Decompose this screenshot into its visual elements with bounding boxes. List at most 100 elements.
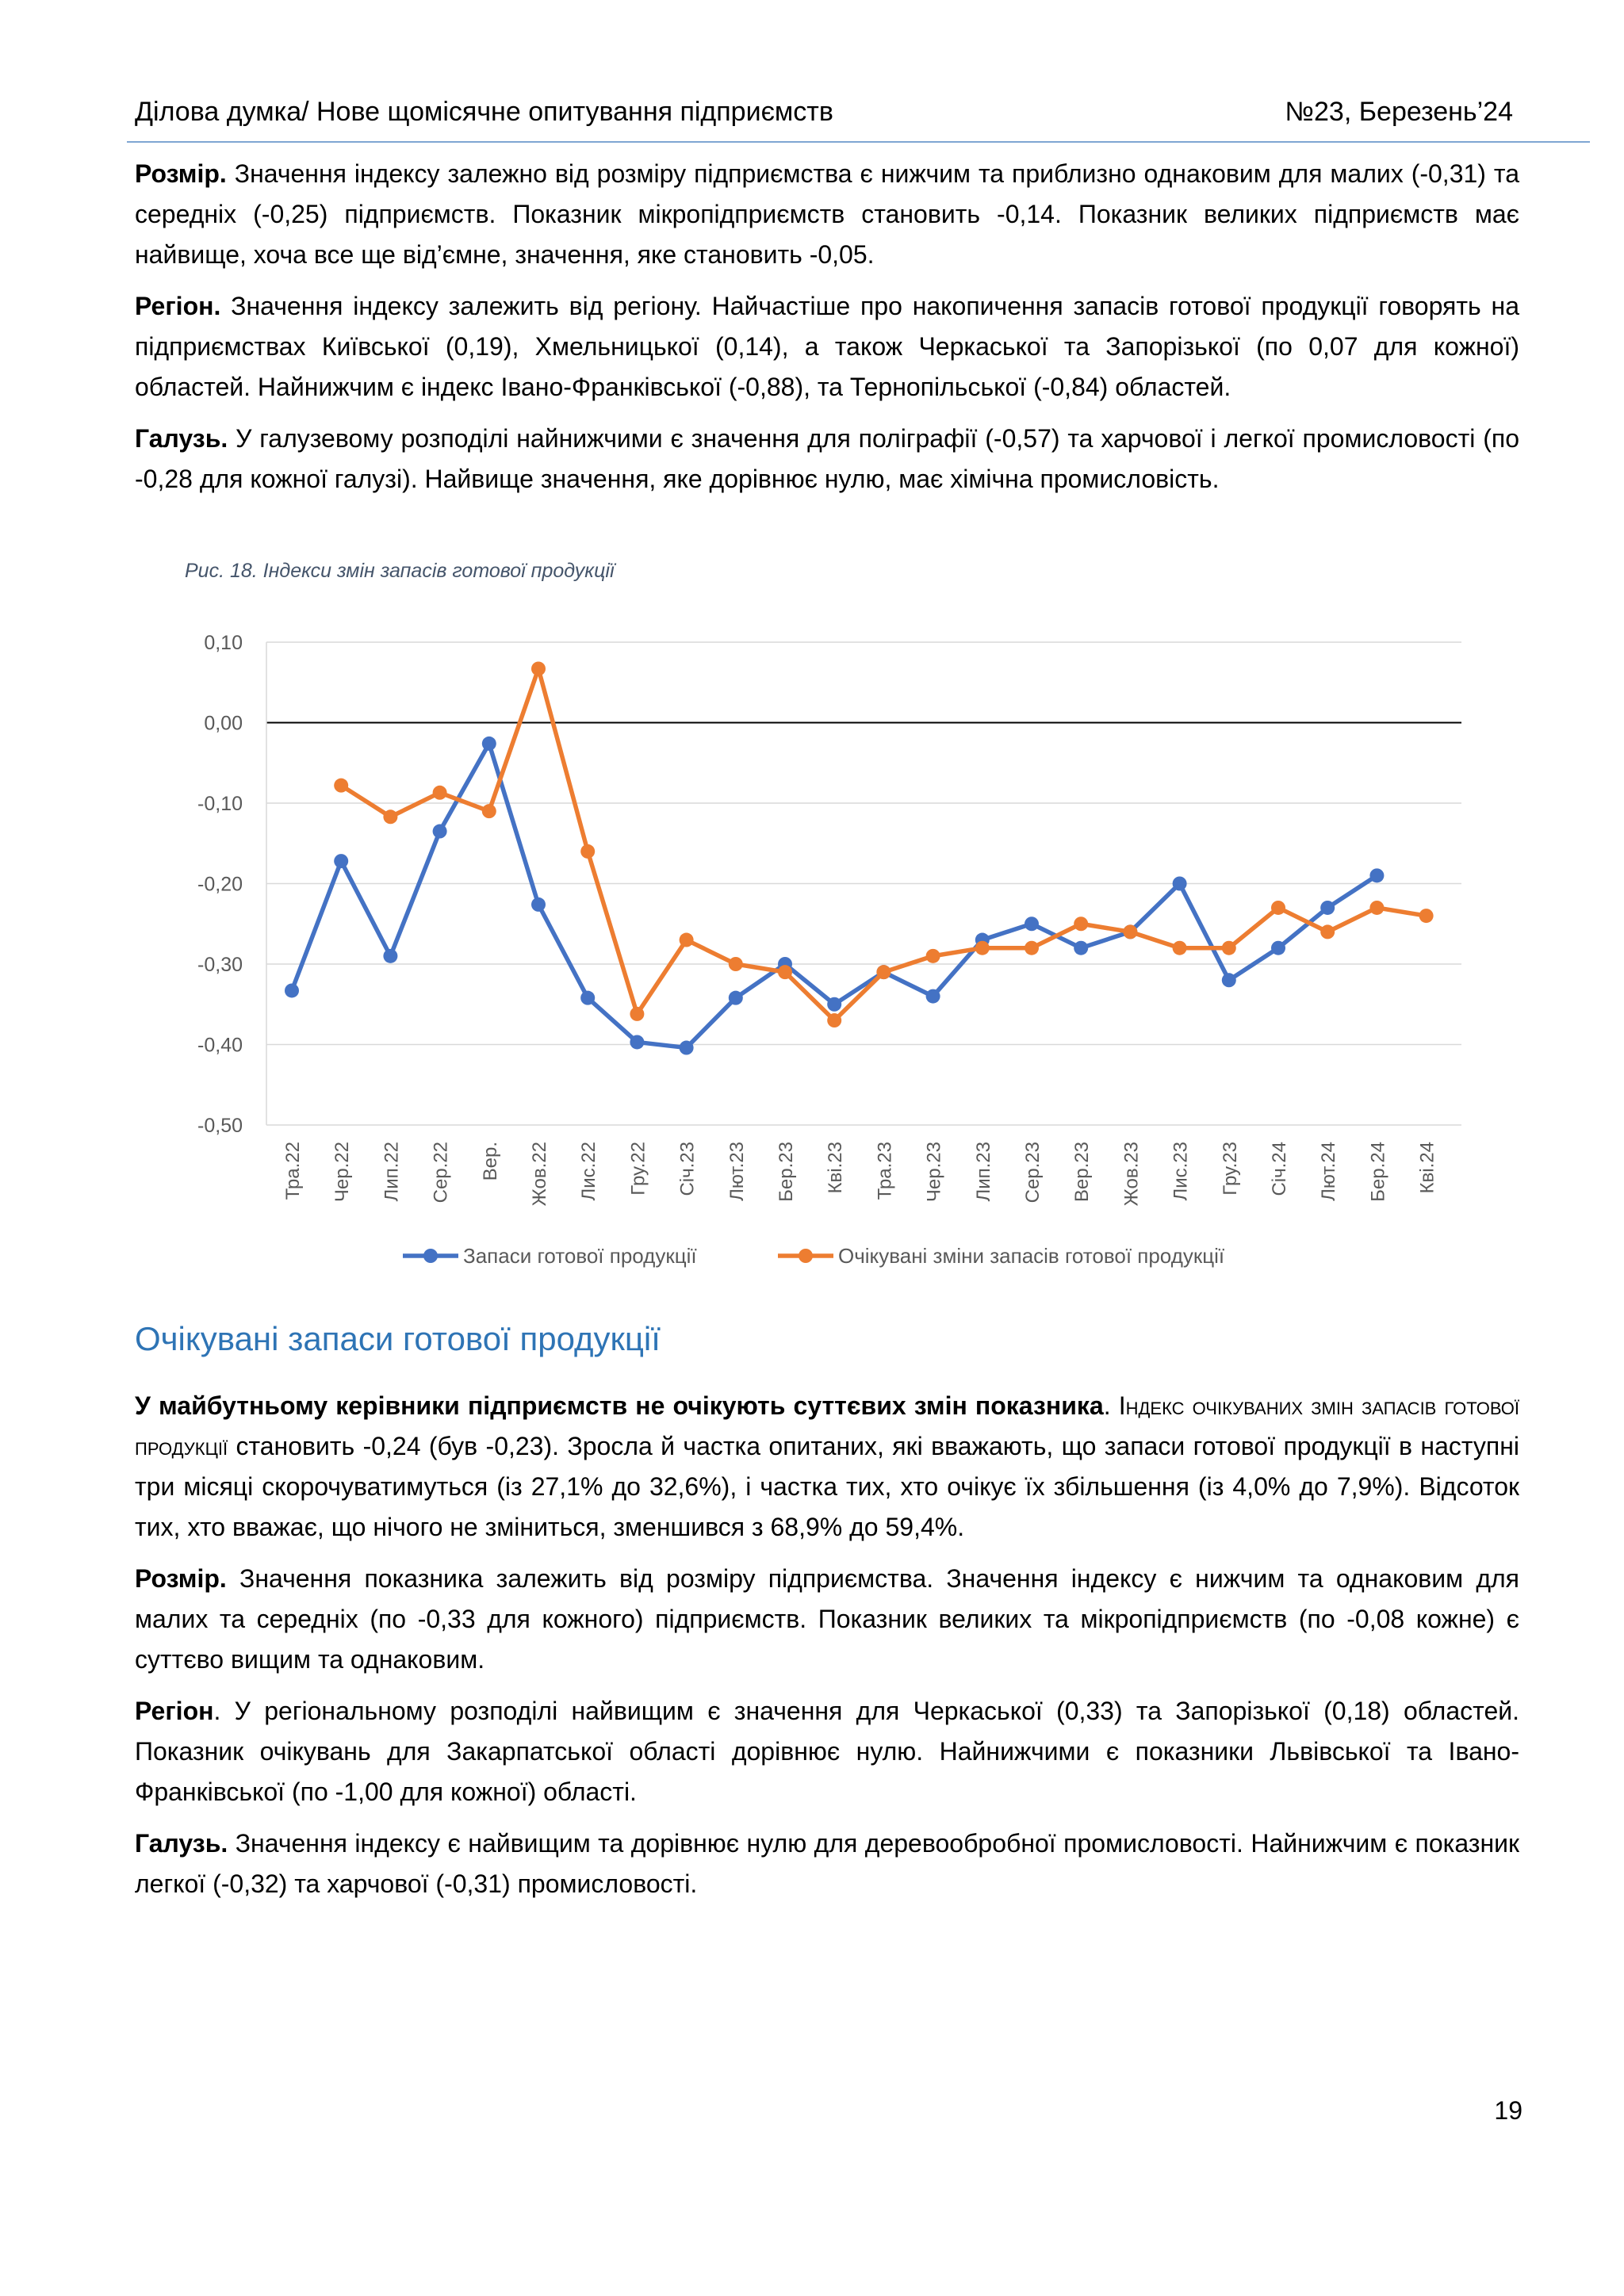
data-point	[432, 824, 447, 839]
x-tick-label: Бер.24	[1367, 1142, 1388, 1202]
x-tick-label: Тра.23	[874, 1142, 895, 1200]
data-point	[1320, 900, 1335, 915]
y-tick-label: -0,30	[197, 954, 243, 976]
data-point	[1221, 940, 1236, 955]
x-tick-label: Чер.22	[331, 1142, 353, 1202]
y-tick-label: 0,00	[204, 713, 243, 735]
paragraph-lead: Регіон	[135, 1697, 214, 1725]
data-point	[1123, 924, 1138, 939]
x-tick-label: Лис.22	[578, 1142, 599, 1201]
figure-caption: Рис. 18. Індекси змін запасів готової пр…	[185, 560, 615, 582]
x-tick-label: Жов.23	[1120, 1142, 1142, 1206]
header-issue: №23, Березень’24	[1285, 97, 1513, 127]
index-name: Індекс очікуваних змін запасів готової п…	[135, 1391, 1519, 1460]
section-title: Очікувані запаси готової продукції	[135, 1320, 661, 1357]
paragraph-lead: Розмір.	[135, 1564, 227, 1593]
data-point	[1271, 940, 1285, 955]
data-point	[925, 948, 940, 963]
data-point	[827, 1013, 842, 1028]
data-point	[1369, 900, 1385, 915]
x-tick-label: Лип.23	[973, 1142, 994, 1202]
paragraph-region: Регіон. Значення індексу залежить від ре…	[135, 286, 1519, 408]
x-tick-label: Вер.23	[1071, 1142, 1093, 1202]
y-tick-label: -0,10	[197, 793, 243, 815]
y-tick-label: -0,20	[197, 874, 243, 896]
x-tick-label: Січ.24	[1269, 1142, 1290, 1196]
paragraph-text: Значення індексу є найвищим та дорівнює …	[135, 1829, 1519, 1898]
legend-label: Очікувані зміни запасів готової продукці…	[838, 1244, 1224, 1268]
data-point	[925, 989, 940, 1004]
data-point	[1320, 924, 1335, 939]
data-point	[630, 1035, 645, 1050]
data-point	[1074, 916, 1089, 932]
paragraph-lead: Розмір.	[135, 159, 227, 188]
paragraph-industry: Галузь. У галузевому розподілі найнижчим…	[135, 419, 1519, 499]
paragraph-size: Розмір. Значення індексу залежно від роз…	[135, 154, 1519, 275]
data-point	[1074, 940, 1089, 955]
paragraph-industry-2: Галузь. Значення індексу є найвищим та д…	[135, 1823, 1519, 1904]
x-tick-label: Січ.23	[677, 1142, 699, 1196]
data-point	[383, 809, 398, 825]
paragraph-lead: Галузь.	[135, 1829, 228, 1858]
paragraph-region-2: Регіон. У регіональному розподілі найвищ…	[135, 1691, 1519, 1812]
data-point	[728, 990, 743, 1005]
data-point	[1369, 868, 1385, 883]
x-tick-label: Сер.23	[1022, 1142, 1044, 1203]
x-tick-label: Кві.24	[1417, 1142, 1438, 1193]
data-point	[1221, 973, 1236, 988]
data-point	[531, 897, 546, 912]
paragraph-text: Значення індексу залежить від регіону. Н…	[135, 292, 1519, 401]
data-point	[728, 957, 743, 971]
data-point	[383, 948, 398, 963]
data-point	[1271, 900, 1285, 915]
data-point	[531, 661, 546, 676]
data-point	[1025, 916, 1039, 932]
data-point	[679, 1040, 694, 1055]
page-number: 19	[1494, 2096, 1522, 2125]
paragraph-lead: Регіон.	[135, 292, 221, 320]
x-tick-label: Лют.23	[726, 1142, 748, 1201]
data-point	[630, 1006, 645, 1021]
legend-label: Запаси готової продукції	[463, 1244, 697, 1268]
paragraph-text: У галузевому розподілі найнижчими є знач…	[135, 424, 1519, 493]
x-tick-label: Лип.22	[381, 1142, 402, 1202]
x-tick-label: Вер.	[480, 1142, 501, 1181]
data-point	[1172, 940, 1187, 955]
x-tick-label: Кві.23	[825, 1142, 846, 1193]
paragraph-lead: У майбутньому керівники підприємств не о…	[135, 1391, 1104, 1420]
data-point	[580, 990, 596, 1005]
line-chart: 0,10 0,00 -0,10 -0,20 -0,30 -0,40 -0,50 Тра.22 Ч…	[197, 632, 1461, 1268]
x-tick-label: Сер.22	[431, 1142, 452, 1203]
paragraph-dot: .	[1103, 1391, 1119, 1420]
x-tick-label: Лют.24	[1318, 1142, 1339, 1201]
data-point	[778, 965, 792, 980]
data-point	[432, 785, 447, 800]
header-title: Ділова думка/ Нове щомісячне опитування …	[135, 97, 833, 127]
data-point	[827, 997, 842, 1012]
paragraph-text: становить -0,24 (був -0,23). Зросла й ча…	[135, 1432, 1519, 1541]
data-point	[1419, 909, 1434, 924]
paragraph-lead: Галузь.	[135, 424, 228, 453]
header-divider	[127, 141, 1590, 143]
x-tick-label: Гру.22	[627, 1142, 649, 1196]
paragraph-text: Значення показника залежить від розміру …	[135, 1564, 1519, 1674]
x-tick-label: Бер.23	[776, 1142, 797, 1202]
paragraph-expectations: У майбутньому керівники підприємств не о…	[135, 1386, 1519, 1548]
data-point	[679, 932, 694, 947]
x-tick-label: Гру.23	[1220, 1142, 1241, 1196]
data-point	[580, 844, 596, 859]
data-point	[334, 778, 349, 793]
paragraph-text: . У регіональному розподілі найвищим є з…	[135, 1697, 1519, 1806]
y-tick-label: -0,50	[197, 1115, 243, 1137]
data-point	[285, 983, 299, 998]
data-point	[481, 804, 496, 819]
legend-marker	[799, 1249, 813, 1263]
y-tick-label: -0,40	[197, 1035, 243, 1057]
data-point	[334, 854, 349, 869]
x-tick-label: Лис.23	[1170, 1142, 1192, 1201]
y-tick-label: 0,10	[204, 632, 243, 654]
data-point	[975, 940, 990, 955]
paragraph-size-2: Розмір. Значення показника залежить від …	[135, 1559, 1519, 1680]
legend-marker	[423, 1249, 438, 1263]
data-point	[1025, 940, 1039, 955]
